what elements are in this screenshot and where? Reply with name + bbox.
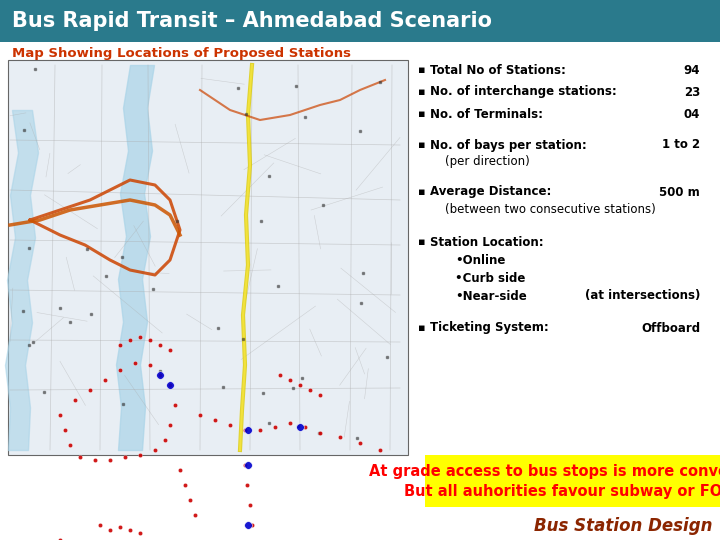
Text: •Near-side: •Near-side xyxy=(455,289,527,302)
Text: (per direction): (per direction) xyxy=(445,156,530,168)
Text: Offboard: Offboard xyxy=(641,321,700,334)
Bar xyxy=(8,60,408,455)
Bar xyxy=(0,0,720,42)
Text: ▪: ▪ xyxy=(418,187,426,197)
Text: Map Showing Locations of Proposed Stations: Map Showing Locations of Proposed Statio… xyxy=(12,46,351,59)
Text: No. of bays per station:: No. of bays per station: xyxy=(430,138,587,152)
Text: But all auhorities favour subway or FOB!: But all auhorities favour subway or FOB! xyxy=(405,484,720,499)
Text: ▪: ▪ xyxy=(418,323,426,333)
Text: Ticketing System:: Ticketing System: xyxy=(430,321,549,334)
Text: No. of interchange stations:: No. of interchange stations: xyxy=(430,85,617,98)
Text: (between two consecutive stations): (between two consecutive stations) xyxy=(445,204,656,217)
Text: ▪: ▪ xyxy=(418,87,426,97)
Text: •Online: •Online xyxy=(455,253,505,267)
Text: 500 m: 500 m xyxy=(660,186,700,199)
Text: ▪: ▪ xyxy=(418,109,426,119)
Text: 1 to 2: 1 to 2 xyxy=(662,138,700,152)
Text: ▪: ▪ xyxy=(418,65,426,75)
Text: (at intersections): (at intersections) xyxy=(585,289,700,302)
Text: 23: 23 xyxy=(684,85,700,98)
Text: Total No of Stations:: Total No of Stations: xyxy=(430,64,566,77)
Text: No. of Terminals:: No. of Terminals: xyxy=(430,107,543,120)
Text: At grade access to bus stops is more convenient.: At grade access to bus stops is more con… xyxy=(369,464,720,479)
Text: •Curb side: •Curb side xyxy=(455,272,526,285)
Text: Station Location:: Station Location: xyxy=(430,235,544,248)
Text: ▪: ▪ xyxy=(418,237,426,247)
Text: 94: 94 xyxy=(683,64,700,77)
Text: Bus Station Design: Bus Station Design xyxy=(534,517,712,535)
Text: ▪: ▪ xyxy=(418,140,426,150)
Text: Average Distance:: Average Distance: xyxy=(430,186,552,199)
Bar xyxy=(425,455,720,507)
Text: 04: 04 xyxy=(683,107,700,120)
Text: Bus Rapid Transit – Ahmedabad Scenario: Bus Rapid Transit – Ahmedabad Scenario xyxy=(12,11,492,31)
